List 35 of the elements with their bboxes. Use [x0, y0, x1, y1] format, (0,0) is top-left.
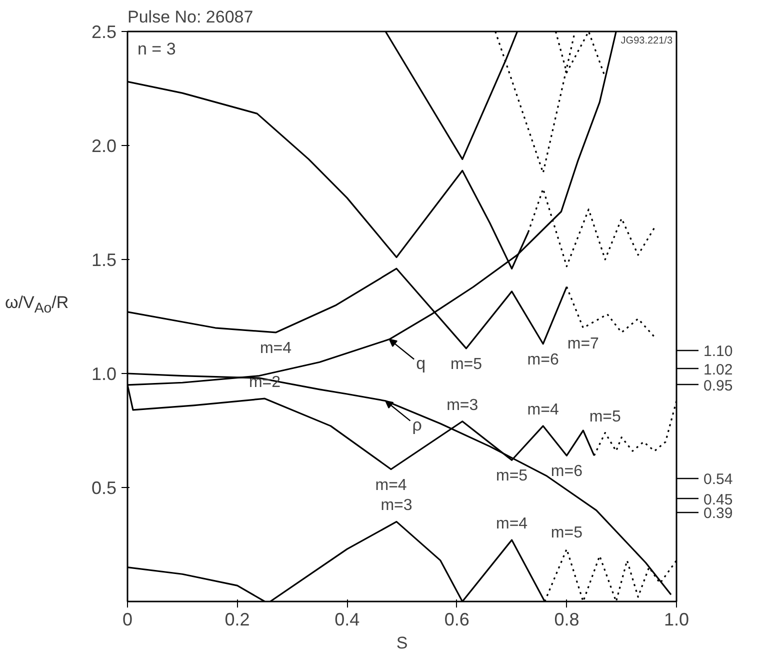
x-tick-label: 0.4 [334, 610, 360, 630]
y2-tick-label: 0.95 [704, 377, 733, 394]
annotation: q [416, 354, 426, 373]
annotation: m=3 [446, 396, 478, 414]
annotation: m=4 [496, 515, 528, 532]
annotation: m=5 [496, 468, 528, 485]
y2-tick-label: 1.10 [704, 343, 733, 360]
y-tick-label: 2.5 [91, 22, 117, 42]
x-tick-label: 0.6 [444, 610, 470, 630]
annotation: m=6 [527, 351, 559, 368]
annotation: m=3 [380, 497, 412, 514]
y2-tick-label: 1.02 [704, 361, 733, 378]
y-tick-label: 1.5 [91, 250, 117, 270]
x-tick-label: 0.2 [224, 610, 250, 630]
annotation: m=4 [527, 401, 559, 418]
y-tick-label: 1.0 [91, 364, 117, 384]
x-tick-label: 0 [122, 610, 133, 630]
chart-title: Pulse No: 26087 [128, 8, 254, 26]
annotation: m=5 [589, 408, 622, 426]
annotation: m=7 [567, 335, 600, 352]
y-axis-title: ω/V$_{Ao}$/R [5, 293, 69, 317]
x-tick-label: 1.0 [664, 610, 690, 630]
y-tick-label: 0.5 [91, 478, 117, 498]
y-tick-label: 2.0 [91, 136, 117, 156]
x-axis-title: S [396, 634, 408, 652]
annotation: m=5 [450, 356, 482, 373]
annotation: m=4 [260, 340, 292, 357]
annotation: m=5 [550, 524, 583, 542]
annotation: n = 3 [138, 40, 176, 58]
annotation: m=6 [550, 463, 583, 480]
annotation: ρ [412, 415, 422, 434]
annotation: m=4 [375, 476, 407, 494]
annotation: JG93.221/3 [620, 36, 673, 46]
x-tick-label: 0.8 [554, 610, 580, 630]
y2-tick-label: 0.54 [704, 470, 733, 488]
